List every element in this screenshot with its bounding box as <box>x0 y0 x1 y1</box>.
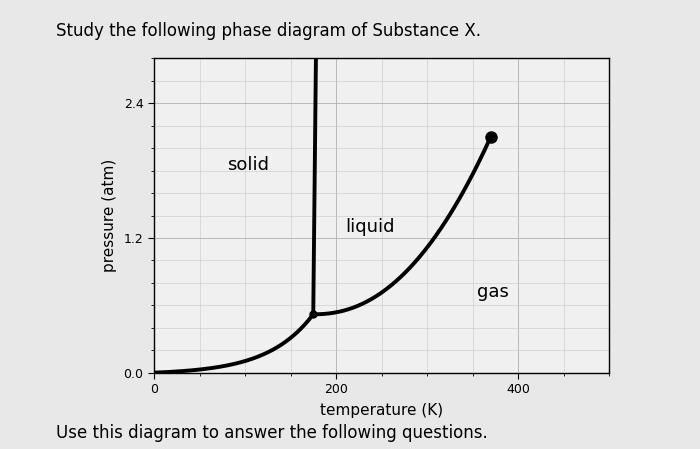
Y-axis label: pressure (atm): pressure (atm) <box>102 159 117 272</box>
Text: Use this diagram to answer the following questions.: Use this diagram to answer the following… <box>56 424 488 442</box>
Text: solid: solid <box>227 156 269 174</box>
Text: gas: gas <box>477 283 509 301</box>
X-axis label: temperature (K): temperature (K) <box>320 403 443 418</box>
Text: liquid: liquid <box>345 218 395 236</box>
Text: Study the following phase diagram of Substance X.: Study the following phase diagram of Sub… <box>56 22 481 40</box>
